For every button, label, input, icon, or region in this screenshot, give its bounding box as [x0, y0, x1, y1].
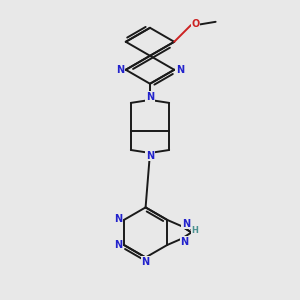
Text: N: N [181, 237, 189, 247]
Text: N: N [182, 219, 190, 229]
Text: N: N [114, 214, 122, 224]
Text: N: N [146, 92, 154, 102]
Text: O: O [191, 19, 200, 29]
Text: N: N [146, 151, 154, 161]
Text: N: N [142, 257, 150, 267]
Text: N: N [176, 65, 184, 75]
Text: N: N [116, 65, 124, 75]
Text: N: N [115, 215, 123, 225]
Text: N: N [115, 240, 123, 250]
Text: H: H [191, 226, 198, 235]
